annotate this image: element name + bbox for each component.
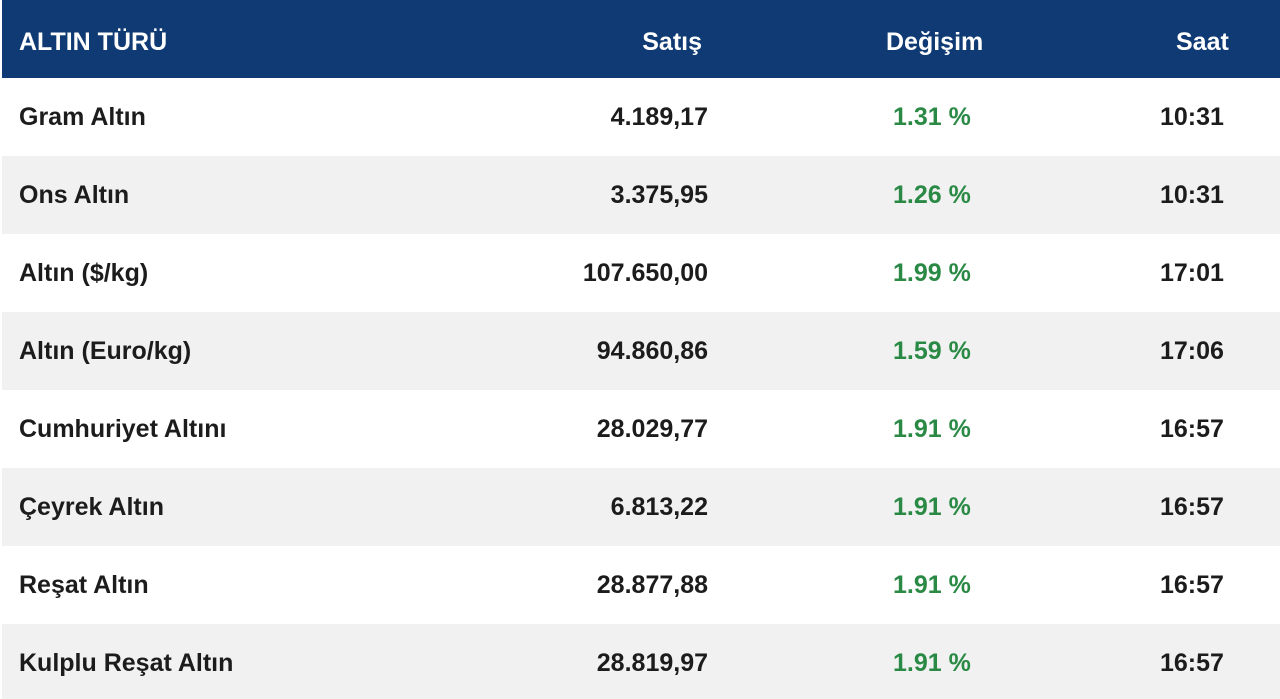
row-sell-price: 107.650,00 [582,259,708,287]
table-row[interactable]: Kulplu Reşat Altın 28.819,97 1.91 % 16:5… [2,624,1280,699]
table-header: ALTIN TÜRÜ Satış Değişim Saat [2,0,1280,78]
row-change: 1.91 % [893,415,971,443]
row-gold-type: Cumhuriyet Altını [19,415,227,443]
row-time: 10:31 [1160,103,1224,131]
row-change: 1.91 % [893,649,971,677]
row-gold-type: Gram Altın [19,103,146,131]
row-gold-type: Çeyrek Altın [19,493,164,521]
table-row[interactable]: Altın (Euro/kg) 94.860,86 1.59 % 17:06 [2,312,1280,390]
row-time: 16:57 [1160,493,1224,521]
row-sell-price: 94.860,86 [596,337,708,365]
row-time: 16:57 [1160,571,1224,599]
row-time: 17:06 [1160,337,1224,365]
row-change: 1.99 % [893,259,971,287]
table-row[interactable]: Reşat Altın 28.877,88 1.91 % 16:57 [2,546,1280,624]
header-sell-price[interactable]: Satış [642,28,702,56]
table-row[interactable]: Altın ($/kg) 107.650,00 1.99 % 17:01 [2,234,1280,312]
row-gold-type: Ons Altın [19,181,130,209]
row-gold-type: Reşat Altın [19,571,149,599]
table-row[interactable]: Ons Altın 3.375,95 1.26 % 10:31 [2,156,1280,234]
row-sell-price: 3.375,95 [610,181,708,209]
header-change[interactable]: Değişim [886,28,984,56]
row-change: 1.26 % [893,181,971,209]
row-change: 1.91 % [893,493,971,521]
table-row[interactable]: Gram Altın 4.189,17 1.31 % 10:31 [2,78,1280,156]
row-time: 10:31 [1160,181,1224,209]
row-time: 16:57 [1160,415,1224,443]
row-change: 1.31 % [893,103,971,131]
row-change: 1.59 % [893,337,971,365]
row-gold-type: Altın (Euro/kg) [19,337,192,365]
row-time: 17:01 [1160,259,1224,287]
table-row[interactable]: Çeyrek Altın 6.813,22 1.91 % 16:57 [2,468,1280,546]
row-gold-type: Altın ($/kg) [19,259,149,287]
header-time[interactable]: Saat [1176,28,1229,56]
row-gold-type: Kulplu Reşat Altın [19,649,234,677]
row-sell-price: 6.813,22 [610,493,708,521]
table-row[interactable]: Cumhuriyet Altını 28.029,77 1.91 % 16:57 [2,390,1280,468]
row-sell-price: 28.819,97 [596,649,708,677]
row-time: 16:57 [1160,649,1224,677]
row-change: 1.91 % [893,571,971,599]
row-sell-price: 4.189,17 [610,103,708,131]
row-sell-price: 28.877,88 [596,571,708,599]
header-gold-type[interactable]: ALTIN TÜRÜ [19,28,168,56]
row-sell-price: 28.029,77 [596,415,708,443]
